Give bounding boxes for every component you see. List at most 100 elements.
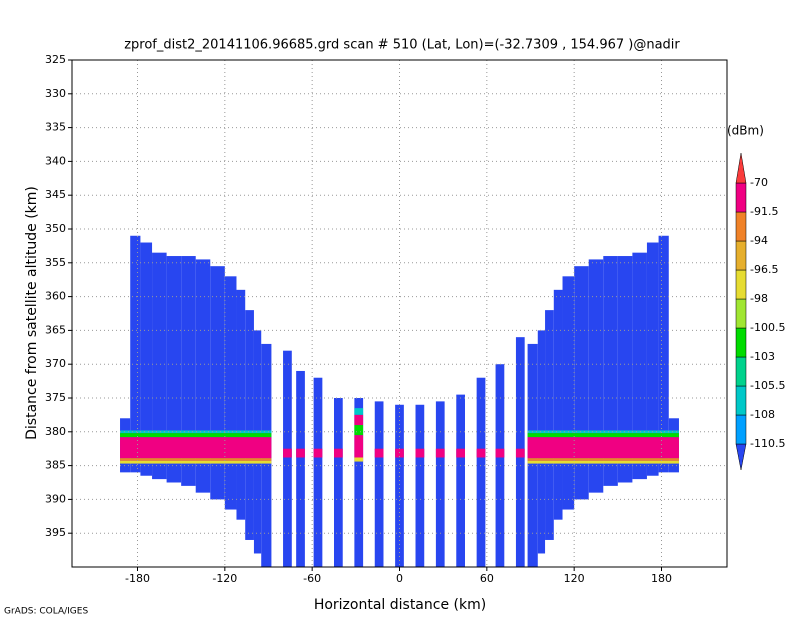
x-axis-label: Horizontal distance (km) (314, 597, 486, 613)
field-cell (374, 448, 384, 458)
field-cell (527, 430, 679, 434)
colorbar-tick-label: -70 (750, 176, 768, 189)
colorbar-tick-label: -105.5 (750, 379, 785, 392)
colorbar-tick-label: -91.5 (750, 205, 778, 218)
field-cell (120, 433, 272, 438)
field-cell (313, 448, 323, 458)
field-cell (435, 448, 445, 458)
field-cell (617, 256, 633, 483)
field-cell (574, 266, 589, 500)
field-cell (632, 252, 647, 480)
colorbar-label: (dBm) (727, 124, 764, 138)
y-tick-label: 380 (45, 425, 66, 438)
field-cell (354, 414, 364, 426)
field-cell (354, 425, 364, 436)
field-cell (435, 401, 445, 567)
field-cell (166, 256, 182, 483)
field-cell (527, 460, 679, 464)
colorbar-tick-label: -103 (750, 350, 775, 363)
field-cell (415, 448, 425, 458)
field-cell (120, 437, 272, 459)
field-cell (658, 235, 669, 473)
field-cell (527, 458, 679, 461)
colorbar-box (735, 327, 747, 358)
x-tick-label: 180 (651, 572, 672, 585)
field-cell (495, 364, 505, 567)
x-tick-label: -60 (303, 572, 321, 585)
colorbar-box (735, 414, 747, 445)
plot-frame (71, 59, 728, 568)
field-cell (354, 435, 364, 458)
field-cell (354, 457, 364, 462)
colorbar-box (735, 356, 747, 387)
plot-overlay: -180 -120 -60 0 60 120 180 325 330 335 340 345 350 35… (45, 53, 727, 585)
colorbar-tick-label: -98 (750, 292, 768, 305)
field-cell (120, 460, 272, 464)
field-cell (515, 448, 525, 458)
field-cell (296, 448, 305, 458)
field-cell (354, 398, 364, 567)
colorbar-box (735, 240, 747, 271)
y-tick-label: 340 (45, 154, 66, 167)
colorbar-tick-label: -110.5 (750, 437, 785, 450)
chart-title: zprof_dist2_20141106.96685.grd scan # 51… (124, 38, 680, 53)
colorbar-box (735, 182, 747, 213)
y-tick-label: 360 (45, 290, 66, 303)
x-tick-label: 120 (564, 572, 585, 585)
y-tick-label: 375 (45, 391, 66, 404)
field-cell (210, 266, 225, 500)
x-tick-label: 0 (396, 572, 403, 585)
y-tick-label: 325 (45, 53, 66, 66)
y-tick-label: 390 (45, 492, 66, 505)
colorbar-high (735, 152, 747, 184)
y-tick-label: 365 (45, 323, 66, 336)
field-cell (354, 408, 364, 415)
field-cell (395, 404, 404, 567)
field-cell (181, 256, 196, 486)
field-cell (313, 377, 323, 567)
y-axis-label: Distance from satellite altitude (km) (24, 186, 40, 440)
x-tick-label: -180 (125, 572, 150, 585)
y-tick-label: 355 (45, 256, 66, 269)
field-cell (130, 235, 141, 473)
colorbar-tick-label: -108 (750, 408, 775, 421)
y-tick-label: 385 (45, 459, 66, 472)
field-cell (140, 242, 153, 476)
field-cell (415, 404, 425, 567)
x-tick-label: 60 (480, 572, 494, 585)
field-cell (476, 377, 486, 567)
field-cell (603, 256, 618, 486)
field-cell (245, 310, 254, 540)
colorbar-box (735, 211, 747, 242)
field-cell (236, 289, 246, 520)
field-cell (334, 398, 343, 567)
plot-marks (120, 235, 679, 567)
colorbar-box (735, 385, 747, 416)
field-cell (334, 448, 343, 458)
field-cell (553, 289, 563, 520)
colorbar-tick-label: -100.5 (750, 321, 785, 334)
field-cell (152, 252, 167, 480)
field-cell (120, 458, 272, 461)
field-cell (495, 448, 505, 458)
field-cell (283, 448, 292, 458)
y-tick-label: 350 (45, 222, 66, 235)
field-cell (283, 350, 292, 567)
field-cell (527, 433, 679, 438)
colorbar-tick-label: -94 (750, 234, 768, 247)
field-cell (395, 448, 404, 458)
field-cell (476, 448, 486, 458)
x-tick-label: -120 (212, 572, 237, 585)
field-cell (296, 370, 305, 567)
y-tick-label: 395 (45, 526, 66, 539)
colorbar-box (735, 269, 747, 300)
y-tick-label: 335 (45, 121, 66, 134)
footer: GrADS: COLA/IGES (4, 607, 88, 617)
y-tick-label: 330 (45, 87, 66, 100)
colorbar-box (735, 298, 747, 329)
field-cell (224, 276, 237, 510)
y-tick-label: 370 (45, 357, 66, 370)
field-cell (374, 401, 384, 567)
field-cell (562, 276, 575, 510)
